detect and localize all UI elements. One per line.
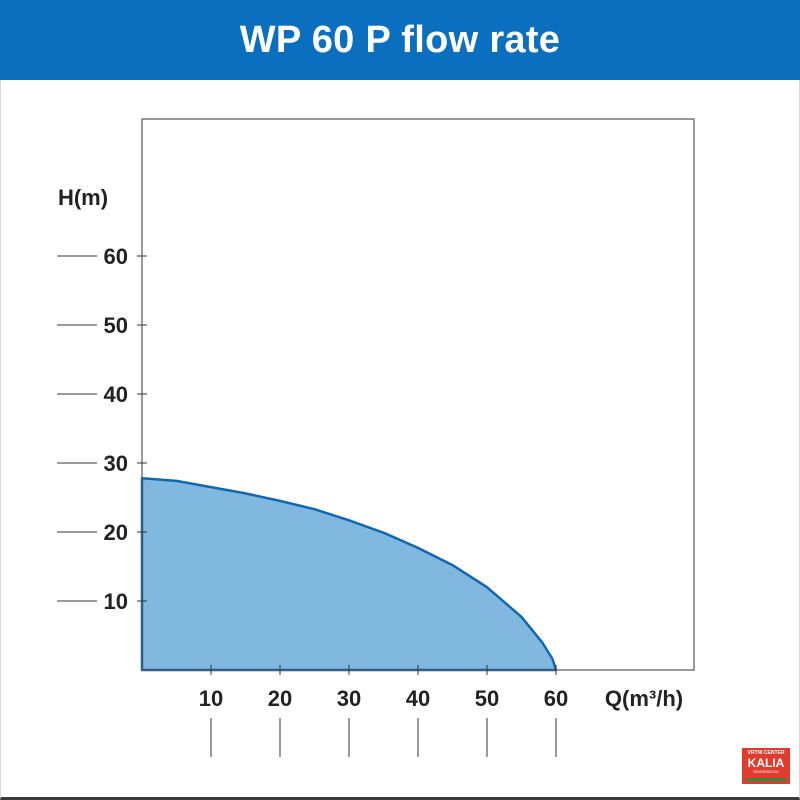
x-tick-label: 30 (337, 686, 361, 711)
logo-line-1: VRTNI CENTER (747, 750, 785, 756)
y-tick-label: 20 (104, 520, 128, 545)
x-tick-label: 40 (406, 686, 430, 711)
y-tick-label: 50 (104, 313, 128, 338)
title-banner: WP 60 P flow rate (0, 0, 800, 80)
x-tick-label: 60 (544, 686, 568, 711)
chart-title: WP 60 P flow rate (239, 18, 561, 61)
x-tick-label: 10 (199, 686, 223, 711)
y-tick-label: 30 (104, 451, 128, 476)
logo-swoosh (746, 778, 786, 781)
x-tick-label: 50 (475, 686, 499, 711)
logo-line-2: KALIA (747, 756, 785, 770)
x-tick-label: 20 (268, 686, 292, 711)
brand-logo: VRTNI CENTER KALIA SEVERNIKOVO (742, 748, 790, 784)
y-tick-label: 60 (104, 244, 128, 269)
y-tick-label: 10 (104, 589, 128, 614)
y-axis-label: H(m) (58, 185, 108, 210)
flow-rate-area (140, 476, 558, 672)
y-tick-label: 40 (104, 382, 128, 407)
logo-line-3: SEVERNIKOVO (753, 770, 779, 774)
x-axis-label: Q(m³/h) (605, 686, 683, 711)
